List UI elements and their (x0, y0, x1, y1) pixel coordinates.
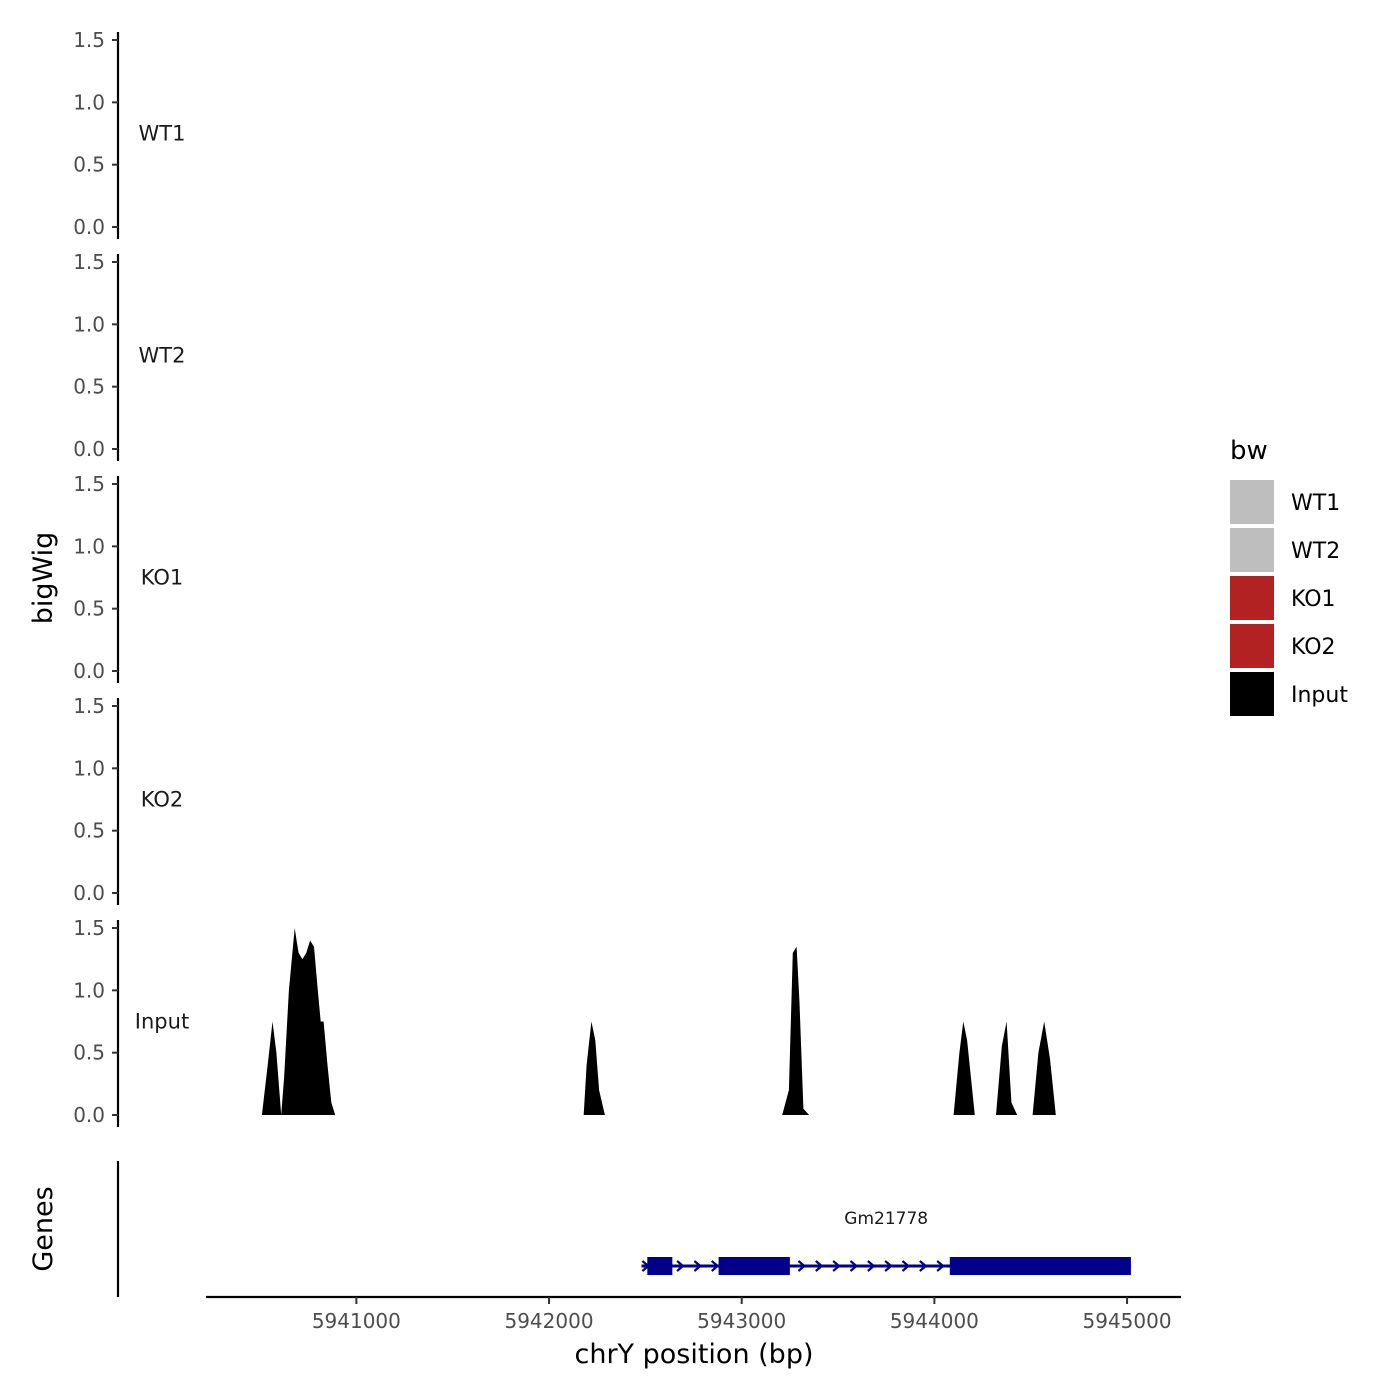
track-ko1: 0.0 0.5 1.0 1.5 KO1 (73, 472, 183, 683)
y-tick-label: 0.0 (73, 215, 105, 239)
y-tick-label: 0.0 (73, 659, 105, 683)
gene-name-label: Gm21778 (844, 1209, 928, 1229)
strand-arrow (797, 1260, 807, 1272)
y-tick-label: 1.0 (73, 90, 105, 114)
y-tick-label: 1.0 (73, 978, 105, 1002)
track-input: 0.0 0.5 1.0 1.5 Input (73, 916, 1056, 1127)
legend-swatch-input (1230, 672, 1274, 716)
legend-title: bw (1230, 436, 1268, 466)
legend-swatch-wt1 (1230, 480, 1274, 524)
y-tick-label: 0.5 (73, 1041, 105, 1065)
gene-exon (718, 1257, 790, 1275)
y-tick-label: 0.5 (73, 375, 105, 399)
strand-arrow (901, 1260, 911, 1272)
y-tick-label: 0.0 (73, 881, 105, 905)
x-tick-label: 5945000 (1083, 1309, 1172, 1333)
x-axis: 5941000 5942000 5943000 5944000 5945000 (206, 1295, 1181, 1333)
legend-swatch-wt2 (1230, 528, 1274, 572)
y-tick-label: 0.0 (73, 437, 105, 461)
y-tick-label: 0.5 (73, 819, 105, 843)
y-tick-label: 0.5 (73, 153, 105, 177)
y-axis-title: bigWig (28, 532, 59, 625)
gene-track: Gm21778 (116, 1161, 1131, 1297)
legend-swatch-ko1 (1230, 576, 1274, 620)
strand-arrow (711, 1260, 720, 1272)
track-label: Input (135, 1010, 189, 1034)
x-tick-label: 5943000 (697, 1309, 786, 1333)
legend-label-ko2: KO2 (1291, 635, 1336, 660)
track-label: WT1 (139, 122, 186, 146)
y-tick-label: 0.0 (73, 1103, 105, 1127)
track-ko2: 0.0 0.5 1.0 1.5 KO2 (73, 694, 183, 905)
x-tick-label: 5942000 (504, 1309, 593, 1333)
legend-swatch-ko2 (1230, 624, 1274, 668)
strand-arrow (919, 1260, 928, 1272)
legend-label-input: Input (1291, 683, 1348, 708)
y-tick-label: 1.5 (73, 472, 105, 496)
strand-arrow (884, 1260, 893, 1272)
strand-arrow (867, 1260, 876, 1272)
legend: bw WT1 WT2 KO1 KO2 Input (1230, 436, 1348, 716)
track-wt2: 0.0 0.5 1.0 1.5 WT2 (73, 250, 185, 461)
strand-arrow (676, 1260, 685, 1272)
strand-arrow (693, 1260, 703, 1272)
legend-label-ko1: KO1 (1291, 587, 1336, 612)
strand-arrow (936, 1260, 945, 1272)
gene-gm21778: Gm21778 (641, 1209, 1131, 1275)
strand-arrow (832, 1260, 841, 1272)
y-tick-label: 1.5 (73, 28, 105, 52)
legend-label-wt1: WT1 (1291, 491, 1340, 516)
track-label: WT2 (139, 344, 186, 368)
gene-exon (949, 1257, 1131, 1275)
y-tick-label: 1.5 (73, 916, 105, 940)
strand-arrow (849, 1260, 859, 1272)
y-tick-label: 1.5 (73, 250, 105, 274)
y-tick-label: 1.5 (73, 694, 105, 718)
strand-arrow (815, 1260, 824, 1272)
genes-axis-title: Genes (28, 1186, 59, 1271)
signal-tracks: 0.0 0.5 1.0 1.5 WT1 0.0 0.5 1.0 1.5 WT2 0.0 0.5 1.0 1… (73, 28, 1056, 1127)
track-wt1: 0.0 0.5 1.0 1.5 WT1 (73, 28, 185, 239)
y-tick-label: 1.0 (73, 756, 105, 780)
x-axis-title: chrY position (bp) (574, 1339, 813, 1370)
track-label: KO1 (141, 566, 184, 590)
y-tick-label: 1.0 (73, 534, 105, 558)
x-tick-label: 5944000 (890, 1309, 979, 1333)
y-tick-label: 1.0 (73, 312, 105, 336)
legend-label-wt2: WT2 (1291, 539, 1340, 564)
signal-area-input (261, 928, 1056, 1115)
gene-exon (647, 1257, 673, 1275)
x-tick-label: 5941000 (312, 1309, 401, 1333)
y-tick-label: 0.5 (73, 597, 105, 621)
track-label: KO2 (141, 788, 184, 812)
